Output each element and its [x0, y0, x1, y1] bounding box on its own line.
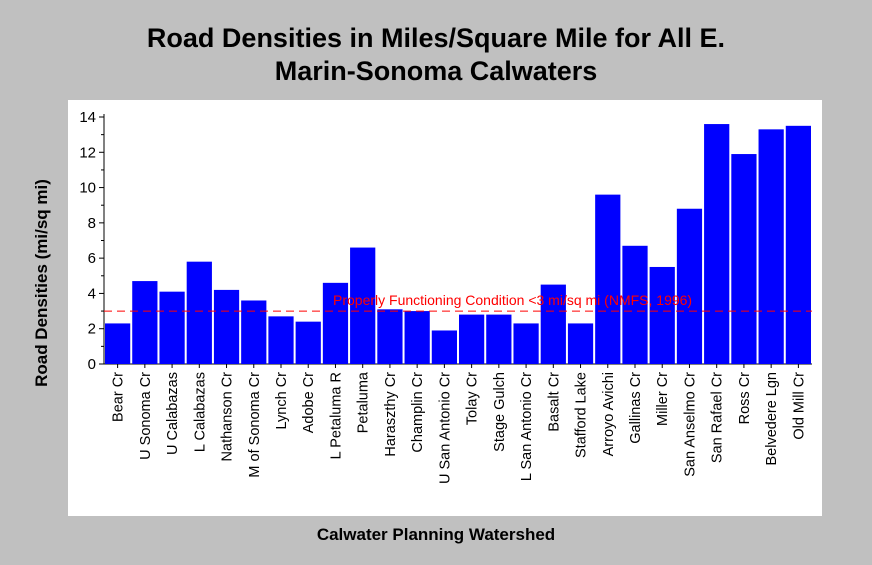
bar	[186, 261, 212, 364]
bar	[704, 124, 730, 364]
x-tick-label: Adobe Cr	[301, 372, 317, 433]
bar	[595, 194, 621, 364]
bar	[132, 281, 158, 364]
x-tick-label: M of Sonoma Cr	[247, 372, 263, 478]
reference-line-label: Properly Functioning Condition <3 mi/sq …	[333, 292, 692, 308]
x-tick-label: Petaluma	[356, 371, 372, 433]
chart-title-line2: Marin-Sonoma Calwaters	[274, 56, 598, 86]
bar	[268, 316, 294, 364]
bar	[404, 311, 430, 364]
x-tick-label: U Sonoma Cr	[138, 372, 154, 460]
y-axis-title: Road Densities (mi/sq mi)	[32, 179, 51, 387]
x-tick-label: San Rafael Cr	[710, 372, 726, 463]
x-tick-label: Belvedere Lgn	[764, 372, 780, 466]
x-tick-label: San Anselmo Cr	[682, 372, 698, 477]
x-tick-label: Tolay Cr	[465, 372, 481, 425]
bar	[731, 154, 757, 364]
bar	[377, 309, 403, 364]
bar	[295, 321, 321, 364]
x-tick-label: Stage Gulch	[492, 372, 508, 452]
y-tick-label: 2	[88, 321, 96, 338]
bar	[322, 282, 349, 364]
bar	[213, 289, 240, 364]
bar	[622, 245, 648, 364]
bar	[241, 300, 267, 364]
chart-title: Road Densities in Miles/Square Mile for …	[0, 22, 872, 88]
y-tick-label: 6	[88, 250, 96, 267]
bar	[431, 330, 457, 364]
bar	[649, 266, 675, 364]
x-tick-label: Old Mill Cr	[791, 372, 807, 440]
bar	[785, 125, 811, 364]
x-tick-label: Basalt Cr	[546, 372, 562, 432]
bar	[540, 284, 566, 364]
x-tick-label: Nathanson Cr	[220, 372, 236, 462]
bar	[676, 208, 703, 364]
x-tick-label: Arroyo Avichi	[601, 372, 617, 456]
x-tick-label: Stafford Lake	[574, 372, 590, 458]
x-tick-label: Haraszthy Cr	[383, 372, 399, 457]
chart-title-line1: Road Densities in Miles/Square Mile for …	[146, 23, 726, 53]
x-tick-label: U Calabazas	[165, 372, 181, 455]
x-tick-label: Lynch Cr	[274, 372, 290, 430]
bar	[459, 314, 485, 364]
x-tick-label: U San Antonio Cr	[437, 372, 453, 484]
bar	[513, 323, 539, 364]
y-tick-label: 4	[88, 285, 96, 302]
bar	[350, 247, 376, 364]
x-tick-label: Champlin Cr	[410, 372, 426, 453]
y-tick-label: 8	[88, 215, 96, 232]
y-tick-label: 10	[79, 180, 96, 197]
x-tick-label: L Calabazas	[192, 372, 208, 452]
x-tick-label: Gallinas Cr	[628, 372, 644, 444]
x-tick-label: Ross Cr	[737, 372, 753, 425]
bar	[758, 129, 784, 364]
x-tick-label: L Petaluma R	[328, 372, 344, 459]
bar	[159, 291, 185, 364]
bar	[486, 314, 512, 364]
x-tick-label: L San Antonio Cr	[519, 372, 535, 481]
y-tick-label: 12	[79, 144, 96, 161]
x-axis-title: Calwater Planning Watershed	[316, 525, 556, 544]
x-tick-label: Miller Cr	[655, 372, 671, 426]
x-tick-label: Bear Cr	[111, 372, 127, 422]
y-tick-label: 14	[79, 109, 96, 126]
bar	[105, 323, 131, 364]
bar	[567, 323, 594, 364]
y-tick-label: 0	[88, 356, 96, 373]
